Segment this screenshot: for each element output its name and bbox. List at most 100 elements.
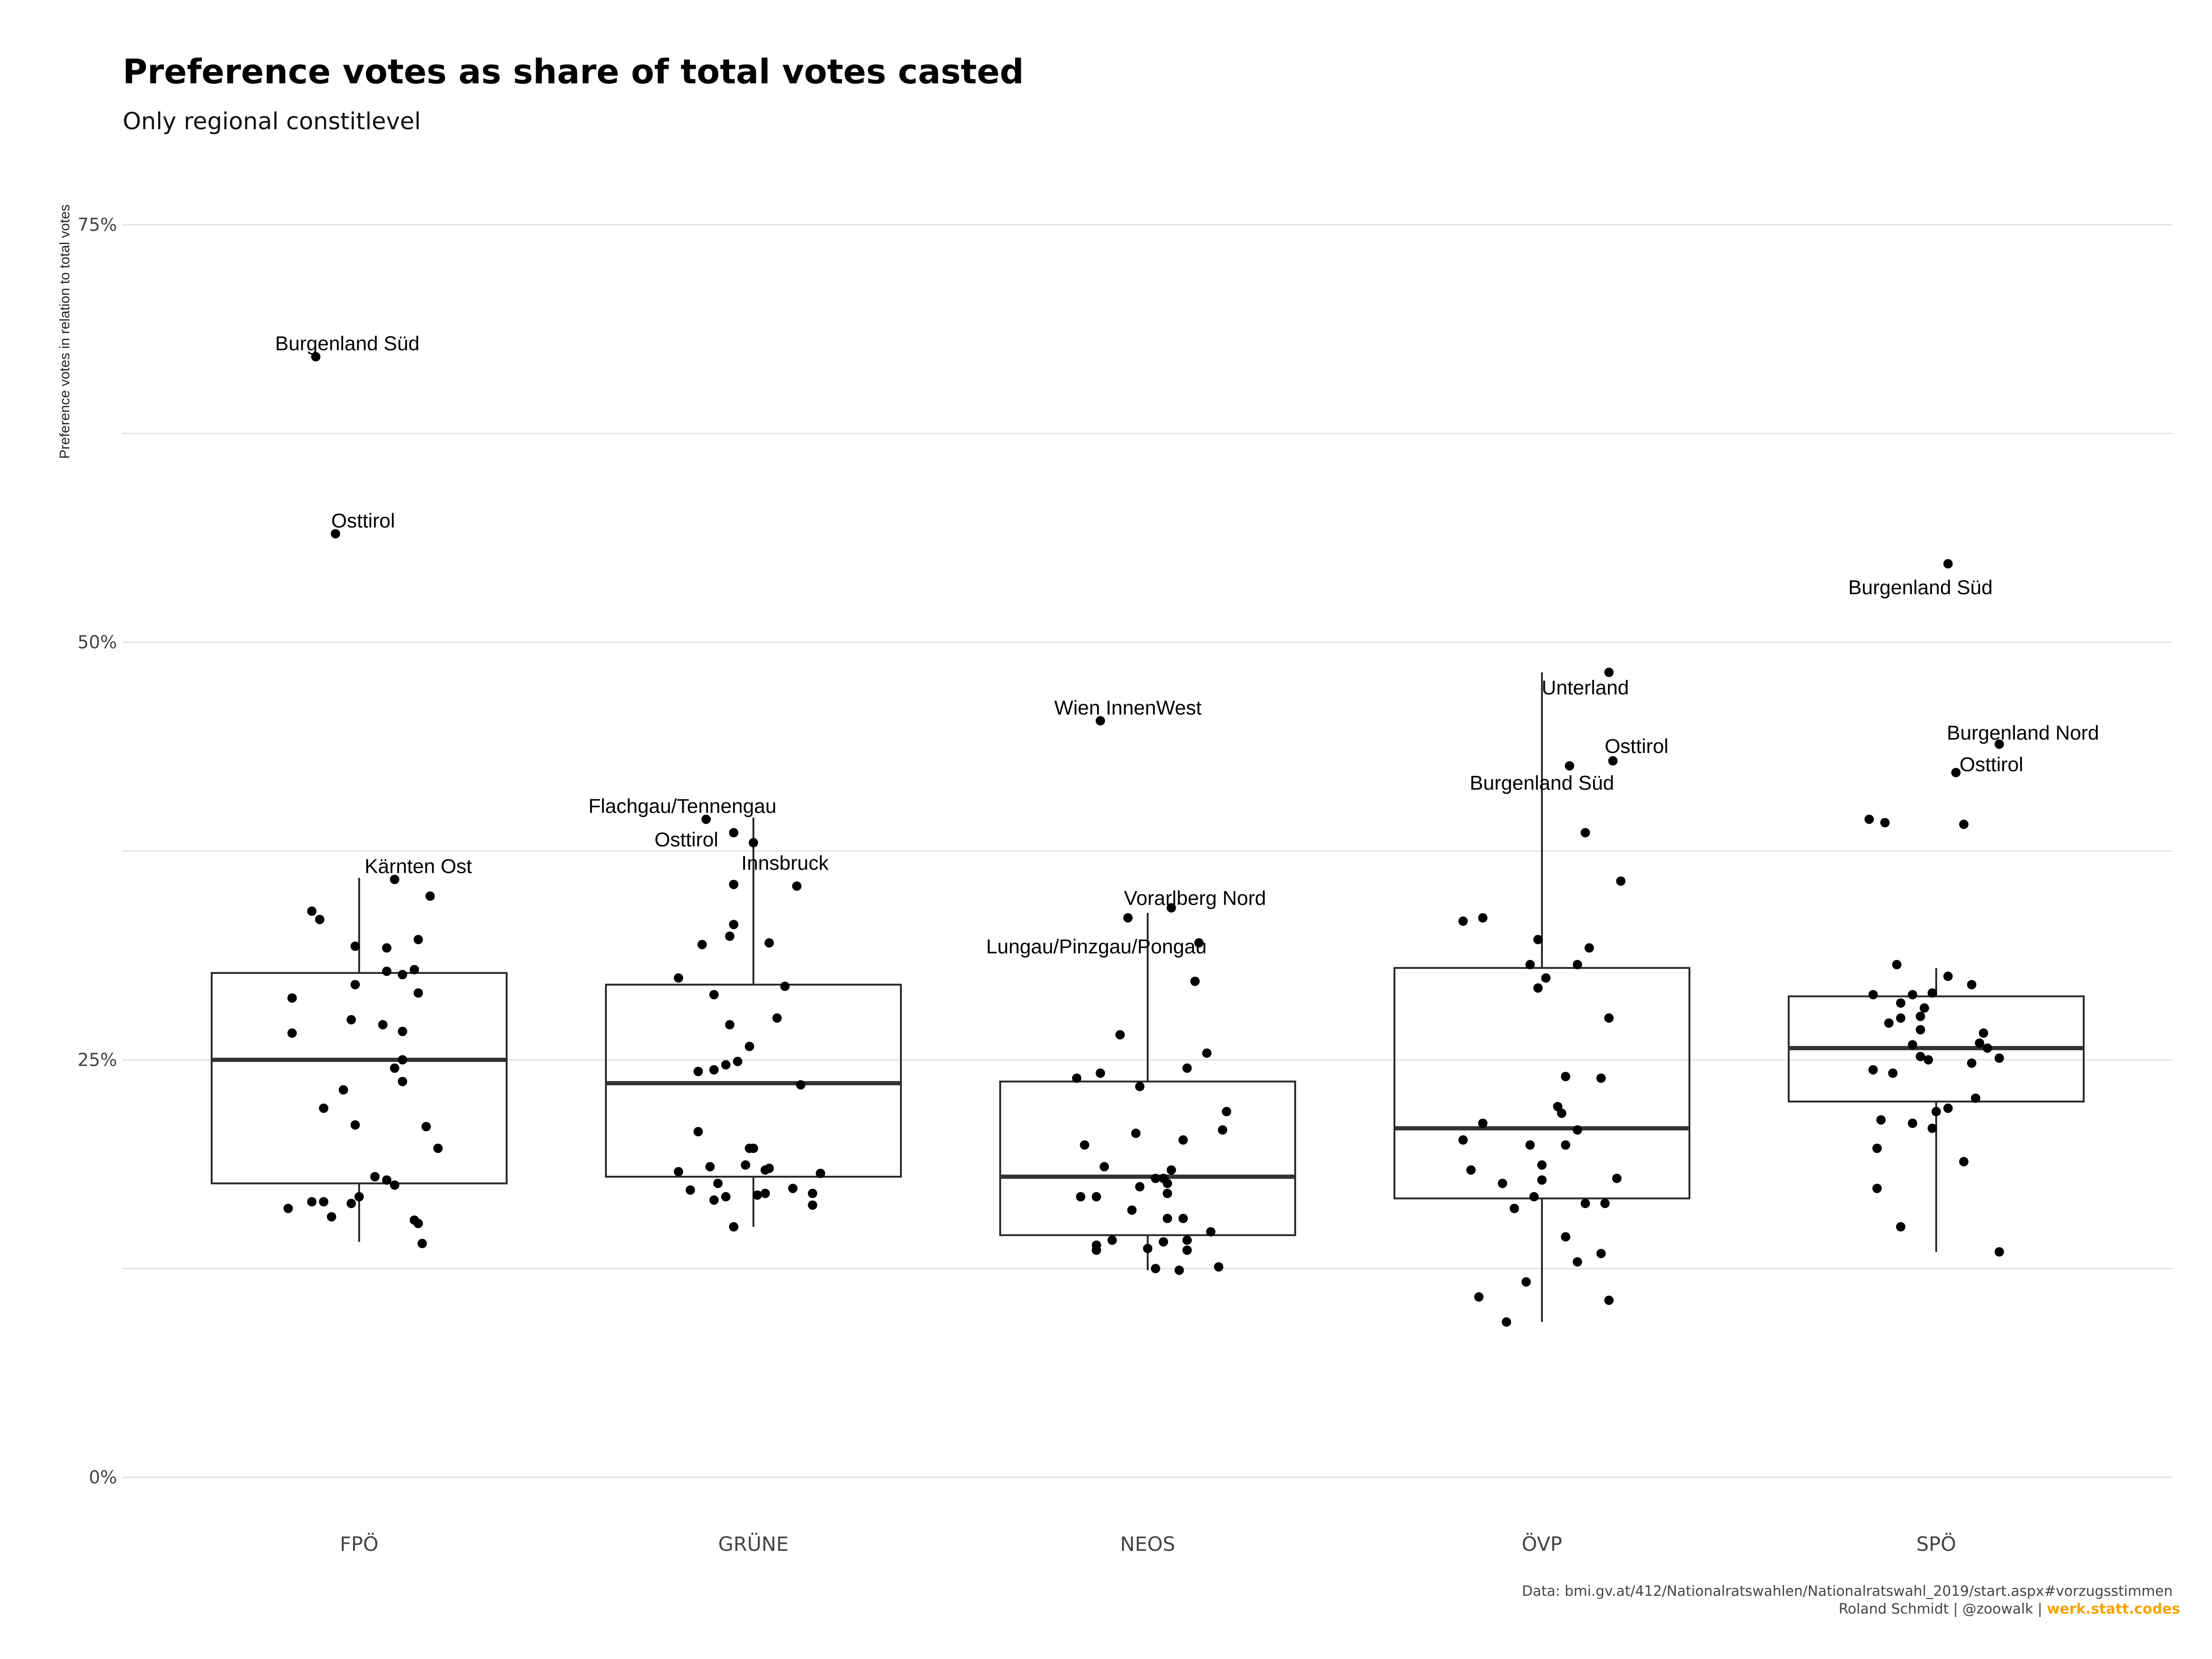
data-point (1596, 1249, 1606, 1259)
data-point (1600, 1199, 1610, 1209)
data-point (425, 891, 435, 901)
y-tick-label: 0% (89, 1467, 117, 1488)
data-point (398, 1026, 407, 1036)
data-point (1916, 1011, 1925, 1021)
x-tick-label: NEOS (1120, 1533, 1175, 1556)
data-point (390, 1063, 399, 1073)
x-tick-labels: FPÖ GRÜNE NEOS ÖVP SPÖ (340, 1532, 1956, 1556)
data-point (733, 1056, 743, 1066)
data-point (1927, 1123, 1937, 1133)
chart-title: Preference votes as share of total votes… (123, 52, 1024, 91)
data-point (1206, 1227, 1216, 1237)
data-point (1872, 1143, 1882, 1153)
data-point (1178, 1135, 1188, 1145)
data-point (413, 1218, 423, 1228)
data-point (1908, 1040, 1917, 1050)
data-point (1135, 1182, 1145, 1192)
iqr-box (999, 1080, 1296, 1236)
data-point (1868, 990, 1878, 1000)
data-point (1194, 938, 1204, 948)
data-point (1166, 903, 1176, 913)
point-label: Vorarlberg Nord (1124, 887, 1266, 909)
point-labels: Burgenland Süd Osttirol Kärnten Ost Flachga… (275, 332, 2099, 958)
data-point (1557, 1108, 1567, 1118)
data-point (370, 1172, 380, 1181)
data-point (1158, 1237, 1168, 1247)
data-point (1135, 1082, 1145, 1091)
caption-author: Roland Schmidt | @zoowalk | (1839, 1601, 2047, 1617)
point-label: Burgenland Süd (1470, 772, 1614, 794)
data-point (1896, 998, 1906, 1008)
data-point (1868, 1065, 1878, 1075)
data-point (319, 1103, 329, 1113)
data-point (1541, 973, 1551, 983)
data-point (1166, 1165, 1176, 1175)
data-point (713, 1179, 723, 1188)
data-point (319, 1197, 329, 1207)
data-point (749, 838, 758, 848)
data-point (311, 352, 321, 361)
data-point (307, 1197, 317, 1207)
data-point (433, 1143, 443, 1153)
data-point (1502, 1317, 1512, 1327)
data-point (725, 1020, 735, 1030)
data-point (1572, 960, 1582, 970)
data-point (1080, 1140, 1090, 1150)
data-point (1095, 1068, 1105, 1078)
data-point (725, 931, 735, 941)
data-point (709, 990, 719, 1000)
data-point (1975, 1038, 1984, 1048)
data-point (1564, 761, 1574, 771)
data-point (1174, 1265, 1184, 1275)
data-point (354, 1192, 364, 1202)
data-point (1525, 1140, 1535, 1150)
y-tick-label: 50% (78, 632, 117, 653)
point-label: Osttirol (1605, 735, 1668, 758)
data-point (686, 1185, 695, 1195)
data-point (1864, 814, 1874, 824)
data-point (729, 1222, 738, 1231)
data-point (1076, 1192, 1085, 1202)
data-point (1924, 1055, 1933, 1065)
data-point (347, 1199, 356, 1209)
data-point (693, 1127, 703, 1136)
point-label: Wien InnenWest (1054, 697, 1202, 719)
data-point (283, 1203, 293, 1213)
data-point (709, 1195, 719, 1205)
data-point (1994, 739, 2004, 749)
x-tick-label: SPÖ (1916, 1532, 1956, 1556)
data-point (764, 1164, 774, 1173)
data-point (1474, 1292, 1484, 1302)
data-point (1561, 1232, 1571, 1242)
data-point (1896, 1013, 1906, 1023)
data-point (1572, 1257, 1582, 1267)
data-point (1123, 913, 1133, 923)
data-point (1150, 1173, 1160, 1183)
data-point (1115, 1030, 1125, 1040)
data-point (705, 1162, 715, 1172)
data-point (1932, 1106, 1941, 1116)
data-point (1107, 1235, 1117, 1245)
data-point (1466, 1165, 1476, 1175)
data-point (1943, 972, 1953, 981)
data-point (1951, 767, 1961, 777)
data-point (350, 941, 360, 951)
data-point (1916, 1052, 1925, 1062)
data-point (1095, 716, 1105, 726)
data-point (1178, 1214, 1188, 1224)
data-point (287, 1028, 297, 1038)
data-point (1510, 1203, 1519, 1213)
chart-subtitle: Only regional constitlevel (123, 108, 421, 135)
iqr-box (1394, 967, 1690, 1200)
data-point (1222, 1106, 1231, 1116)
point-label: Burgenland Süd (1848, 576, 1992, 599)
data-point (1994, 1053, 2004, 1063)
point-label: Osttirol (331, 509, 395, 532)
data-point (390, 1180, 399, 1190)
boxplot-ÖVP (1394, 672, 1690, 1322)
data-point (1608, 756, 1618, 766)
iqr-box (211, 972, 508, 1185)
boxplots (211, 672, 2085, 1322)
point-label: Burgenland Nord (1947, 722, 2099, 744)
data-point (1478, 913, 1488, 923)
